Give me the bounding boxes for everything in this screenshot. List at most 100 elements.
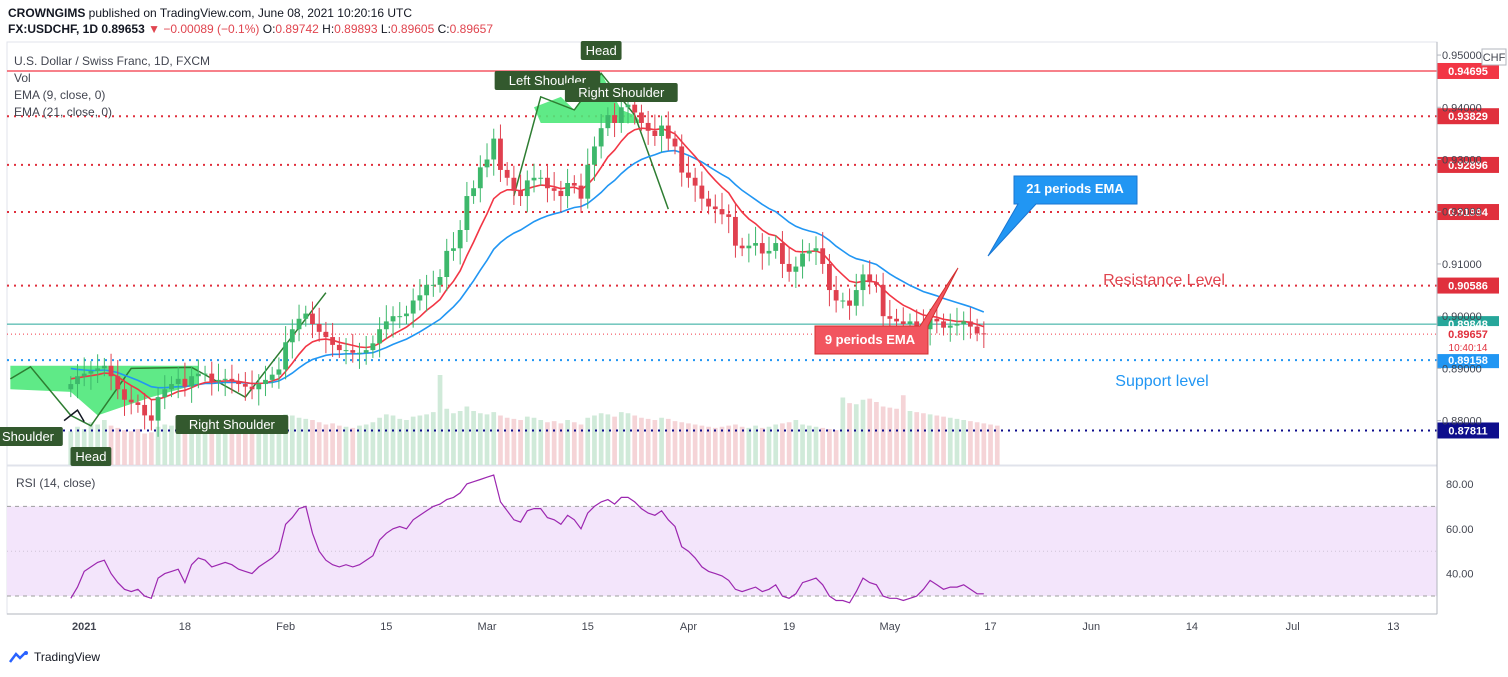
volume-bar	[410, 416, 416, 465]
candle	[719, 192, 725, 225]
candle-body	[222, 378, 228, 380]
candle-body	[404, 313, 409, 317]
candle	[981, 321, 987, 349]
volume-bar	[994, 425, 1000, 465]
candle-body	[363, 350, 369, 353]
volume-bar	[665, 418, 671, 465]
volume-bar	[370, 422, 376, 465]
candle-body	[766, 250, 772, 254]
candle	[457, 220, 463, 265]
candle	[806, 243, 812, 262]
candle-body	[686, 172, 691, 178]
candle	[75, 364, 80, 399]
volume-bar	[894, 408, 899, 465]
price-tick-label: 0.91000	[1442, 259, 1482, 271]
candle	[947, 313, 953, 342]
candle-body	[162, 389, 168, 398]
currency-tag: CHF	[1481, 48, 1507, 66]
candle-body	[585, 164, 591, 199]
low-value: 0.89605	[390, 22, 435, 36]
last-price-tag	[1437, 326, 1499, 355]
candle-body	[632, 104, 638, 113]
inverse-hs-outline	[9, 292, 327, 427]
candle	[249, 370, 255, 400]
candle	[182, 362, 188, 397]
volume-bar	[390, 415, 396, 465]
volume-bar	[491, 412, 497, 465]
volume-bar	[357, 425, 362, 465]
price-tick-label: 0.95000	[1442, 50, 1482, 62]
volume-bar	[477, 413, 483, 465]
volume-bar	[887, 407, 893, 465]
candle-body	[847, 300, 852, 306]
candle-body	[101, 365, 107, 369]
candle	[269, 366, 275, 388]
candle	[68, 376, 74, 398]
tradingview-footer[interactable]: TradingView	[8, 650, 100, 664]
candle-body	[524, 180, 530, 197]
candle	[390, 306, 396, 338]
candle	[739, 237, 745, 257]
author-name[interactable]: CROWNGIMS	[8, 6, 86, 20]
time-tick-label: 15	[582, 621, 594, 633]
volume-bar	[907, 411, 913, 465]
volume-bar	[880, 406, 886, 465]
candle	[323, 321, 329, 354]
volume-bar	[927, 414, 933, 465]
volume-bar	[759, 427, 765, 465]
candle	[491, 128, 497, 176]
candle	[404, 305, 409, 324]
head-wick-mark	[63, 409, 85, 423]
volume-bar	[128, 431, 134, 465]
candle-body	[981, 333, 987, 335]
candle	[847, 288, 852, 320]
candles[interactable]	[68, 90, 987, 437]
candle	[108, 353, 114, 391]
volume-bar	[645, 418, 651, 465]
candle-body	[793, 266, 799, 272]
candle	[296, 304, 302, 342]
volume-bar	[853, 404, 859, 465]
candle-body	[706, 198, 711, 207]
candle-body	[75, 376, 80, 385]
candle-body	[343, 350, 349, 352]
candle	[961, 311, 967, 341]
candle	[679, 134, 685, 187]
candle-body	[518, 190, 524, 197]
candle-body	[377, 329, 383, 344]
candle	[571, 175, 577, 194]
candle	[551, 172, 557, 201]
volume-bar	[249, 430, 255, 465]
candle	[974, 318, 980, 342]
candle	[122, 379, 127, 416]
tradingview-logo-icon	[9, 651, 28, 663]
candle	[827, 254, 832, 307]
volume-bar	[310, 420, 315, 465]
level-price-tag	[1437, 156, 1499, 173]
volume-bar	[404, 420, 409, 465]
candle-body	[276, 369, 282, 375]
volume-bar	[947, 417, 953, 465]
candle	[430, 270, 436, 297]
candle	[867, 260, 873, 295]
volume-bar	[699, 425, 705, 465]
candle	[202, 365, 208, 382]
candle	[813, 236, 819, 265]
candle-body	[229, 378, 235, 382]
candle	[471, 180, 477, 204]
currency-label: CHF	[1483, 52, 1506, 64]
candle-body	[357, 352, 362, 354]
candle-body	[437, 277, 443, 285]
volume-bar	[941, 416, 946, 465]
volume-bar	[605, 414, 611, 465]
level-price-label: 0.89158	[1448, 355, 1488, 367]
candle-body	[551, 188, 557, 191]
price-pane[interactable]	[6, 41, 1438, 466]
rsi-title: RSI (14, close)	[16, 476, 95, 490]
candle-body	[417, 295, 423, 301]
candle-body	[263, 379, 268, 385]
axes: 0.95000 0.94000 0.93000 0.92000 0.91000 0.900…	[7, 42, 1482, 633]
candle-body	[108, 365, 114, 377]
candle-body	[833, 290, 839, 301]
